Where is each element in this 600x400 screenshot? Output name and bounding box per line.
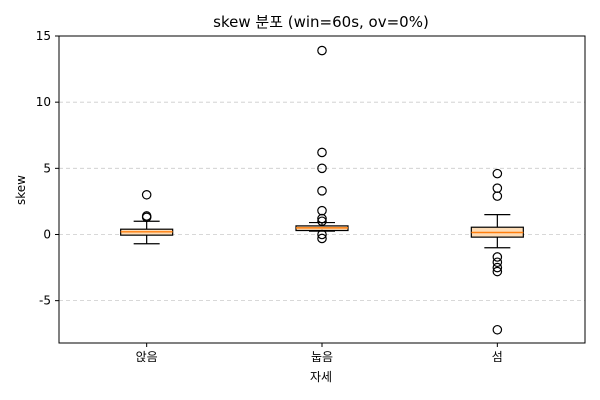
y-tick-label: 15 [36,29,51,43]
y-ticks: 15 10 5 0 -5 [36,29,59,308]
boxes [120,45,524,335]
outlier-point [492,252,503,262]
x-tick-label: 앉음 [136,350,158,364]
outlier-point [317,233,327,244]
plot-frame [58,35,586,344]
outlier-point [317,205,327,216]
outlier-point [492,183,503,193]
outlier-point [492,262,503,273]
x-tick-label: 섬 [492,350,503,364]
outlier-point [141,189,152,200]
x-tick-label: 눕음 [311,350,333,364]
outlier-point [492,266,503,277]
outlier-point [317,45,327,56]
x-axis-label: 자세 [310,370,332,384]
chart-title: skew 분포 (win=60s, ov=0%) [213,13,429,31]
outlier-point [141,212,152,223]
box-group [470,168,524,335]
box-group [295,45,349,244]
x-ticks: 앉음 눕음 섬 [136,343,503,364]
y-axis-label: skew [14,175,28,205]
y-tick-label: 0 [43,227,51,241]
box-group [120,189,174,245]
grid-lines [59,35,585,302]
outlier-point [492,257,503,268]
outlier-point [317,229,327,240]
outlier-point [317,213,327,224]
y-tick-label: 10 [36,95,51,109]
outlier-point [317,147,327,158]
outlier-point [317,163,327,174]
outlier-point [317,186,327,196]
outlier-point [492,168,503,179]
y-tick-label: -5 [39,294,51,308]
outlier-point [492,191,503,201]
y-tick-label: 5 [43,161,51,175]
outlier-point [317,216,327,227]
outlier-point [492,324,503,335]
